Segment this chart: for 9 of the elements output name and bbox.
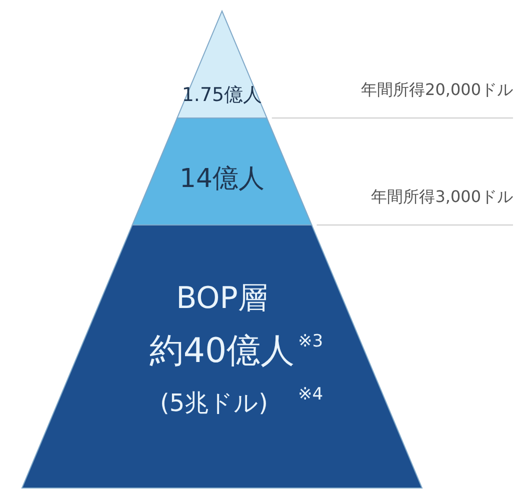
text: (5兆ドル) (160, 389, 268, 418)
data-label: 14億人 (179, 164, 265, 194)
text: 年間所得20,000ドル (361, 80, 513, 100)
data-label: 1.75億人 (182, 84, 262, 106)
text: 年間所得3,000ドル (371, 187, 513, 206)
text: ※3 (298, 331, 324, 352)
text: ※4 (298, 384, 324, 404)
category-label: BOP層 (176, 280, 268, 316)
data-label: 約40億人 (149, 330, 295, 371)
